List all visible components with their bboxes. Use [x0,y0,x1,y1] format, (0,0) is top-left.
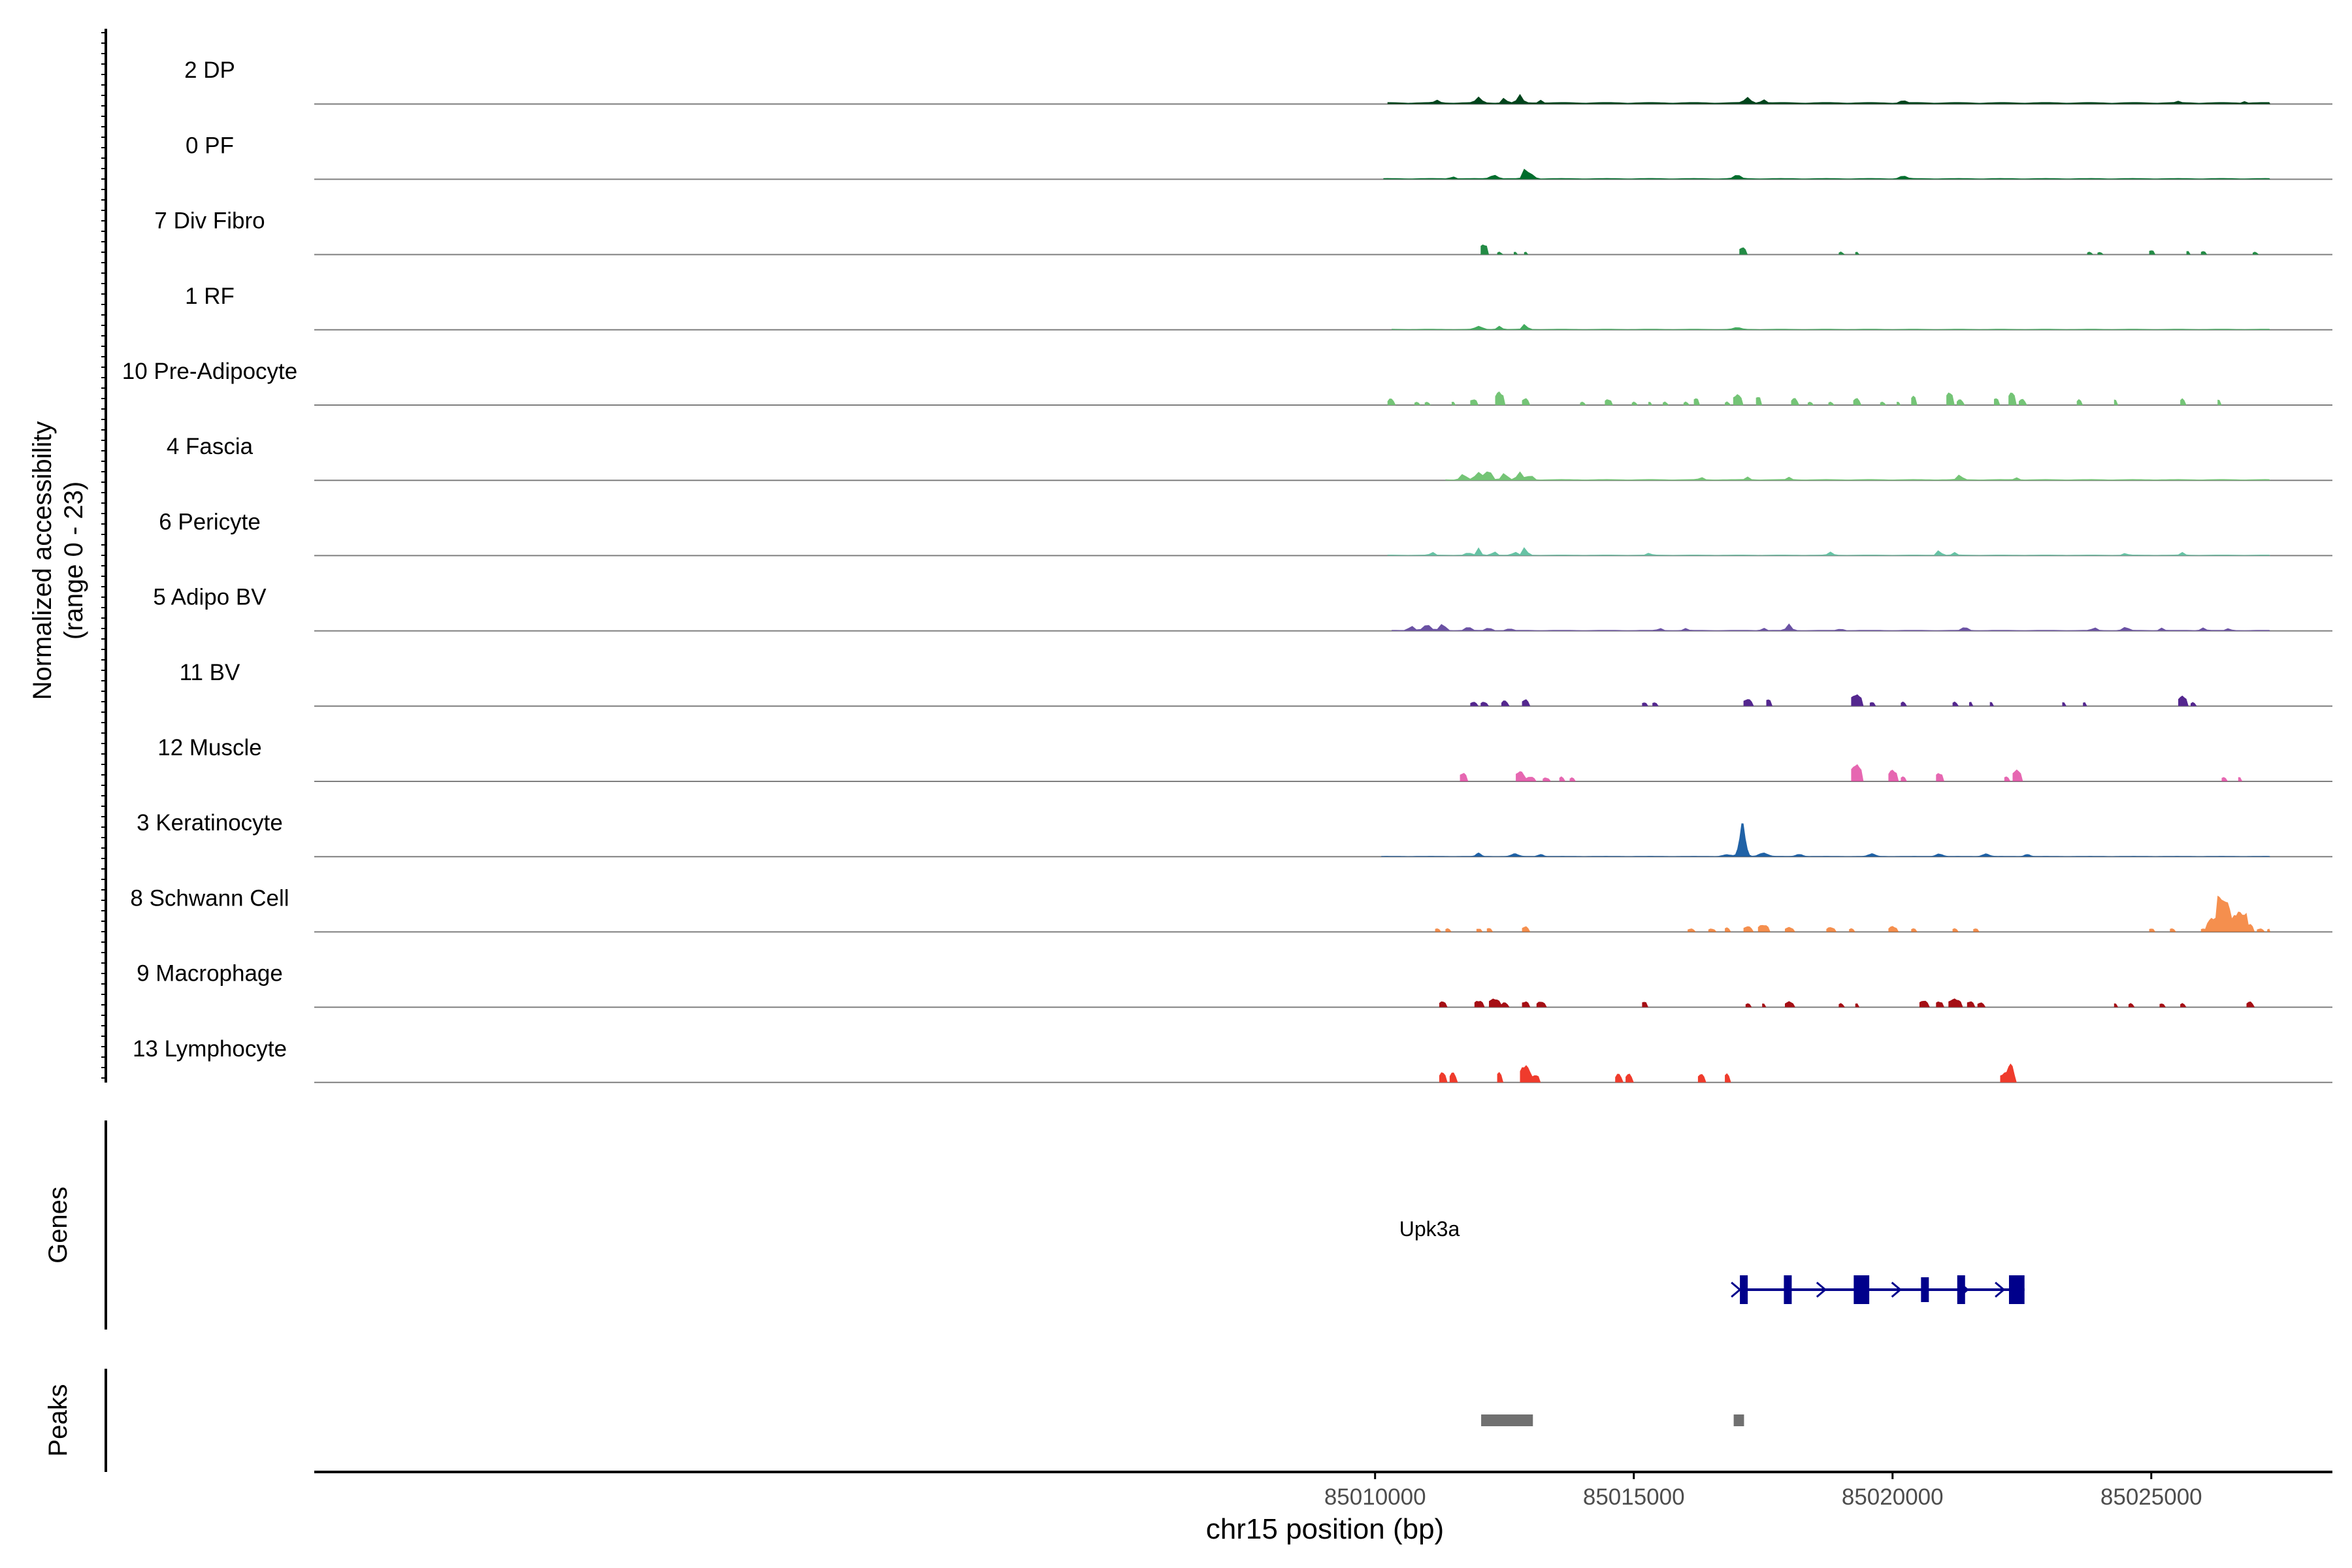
strand-arrow [1731,1281,1742,1298]
coverage-area [1392,623,2270,631]
x-tick-label: 85025000 [2100,1484,2202,1510]
track-label: 12 Muscle [157,735,262,760]
gene-name: Upk3a [1399,1217,1460,1241]
coverage-area [1392,323,2270,330]
coverage-y-ticks [101,32,106,1079]
track-8-schwann-cell: 8 Schwann Cell [130,885,2332,933]
x-tick-label: 85015000 [1583,1484,1685,1510]
coverage-tracks: 2 DP 0 PF 7 Div Fibro 1 RF 10 Pre-Adipocyte 4… [122,57,2332,1083]
track-6-pericyte: 6 Pericyte [159,509,2332,557]
gene-exon [1957,1275,1965,1304]
track-10-pre-adipocyte: 10 Pre-Adipocyte [122,359,2332,406]
strand-arrow [1816,1281,1827,1298]
x-ticks: 85010000 85015000 85020000 85025000 [1324,1472,2202,1510]
track-label: 5 Adipo BV [153,585,267,610]
track-label: 1 RF [185,284,235,309]
coverage-area [1460,764,2243,781]
track-label: 6 Pericyte [159,509,261,534]
coverage-area [1439,1063,2017,1083]
x-axis-label: chr15 position (bp) [1206,1513,1444,1545]
track-label: 11 BV [180,660,240,685]
peaks-label: Peaks [44,1384,73,1456]
track-2-dp: 2 DP [184,57,2332,105]
coverage-area [1439,998,2255,1007]
gene-exon [2008,1275,2025,1304]
coverage-area [1383,169,2270,180]
coverage-y-label-line2: (range 0 - 23) [59,482,88,640]
coverage-area [1435,895,2270,932]
coverage-area [1381,823,2270,857]
track-4-fascia: 4 Fascia [167,434,2332,482]
coverage-area [1387,93,2270,105]
coverage-area [1387,391,2222,405]
track-1-rf: 1 RF [185,284,2332,331]
peak-region [1733,1414,1744,1426]
track-7-div-fibro: 7 Div Fibro [154,208,2332,255]
x-tick-label: 85020000 [1842,1484,1944,1510]
gene-exon [1921,1277,1929,1302]
x-axis: 85010000 85015000 85020000 85025000 [314,1471,2332,1510]
coverage-y-label-line1: Normalized accessibility [28,421,57,700]
track-12-muscle: 12 Muscle [157,735,2332,782]
track-5-adipo-bv: 5 Adipo BV [153,585,2332,632]
strand-arrow [1995,1281,2006,1298]
track-0-pf: 0 PF [186,133,2332,180]
gene-exon [1740,1275,1748,1304]
track-label: 2 DP [184,57,235,83]
x-tick-label: 85010000 [1324,1484,1426,1510]
track-11-bv: 11 BV [180,660,2332,707]
coverage-area [1387,547,2270,556]
track-9-macrophage: 9 Macrophage [137,961,2332,1008]
track-label: 13 Lymphocyte [133,1036,287,1062]
peak-track [1481,1414,1744,1426]
track-label: 0 PF [186,133,234,158]
coverage-area [1480,244,2259,255]
coverage-area [1470,694,2197,706]
track-label: 7 Div Fibro [154,208,265,234]
gene-track: Upk3a [1399,1217,2025,1304]
track-label: 9 Macrophage [137,961,283,987]
strand-arrow [1891,1281,1902,1298]
peak-region [1481,1414,1533,1426]
gene-exon [1784,1275,1792,1304]
track-label: 8 Schwann Cell [130,885,289,911]
track-3-keratinocyte: 3 Keratinocyte [137,810,2332,858]
coverage-y-axis [101,29,107,1083]
track-label: 10 Pre-Adipocyte [122,359,297,384]
gene-exon [1854,1275,1870,1304]
track-13-lymphocyte: 13 Lymphocyte [133,1036,2332,1083]
track-label: 4 Fascia [167,434,253,459]
track-label: 3 Keratinocyte [137,810,283,836]
genes-label: Genes [44,1186,73,1264]
coverage-area [1445,471,2270,481]
